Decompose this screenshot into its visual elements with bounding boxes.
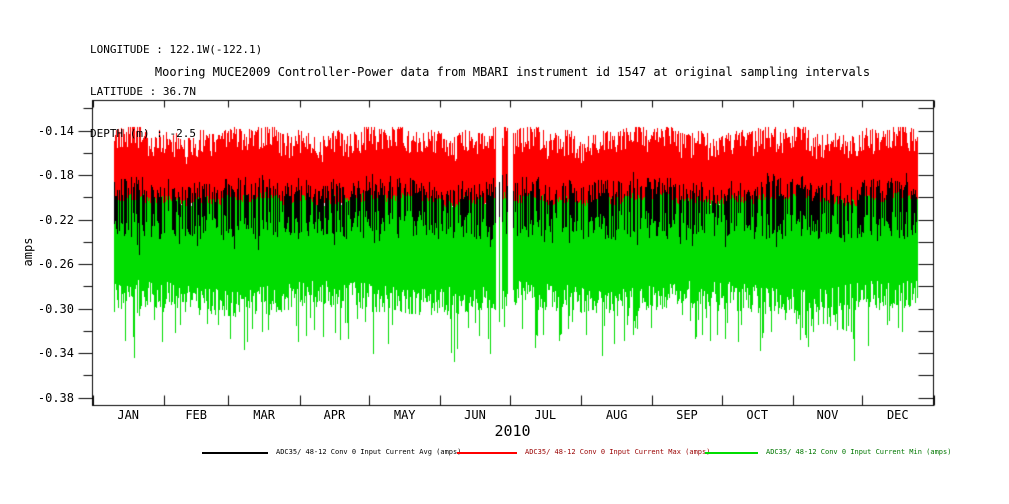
x-tick-label: APR bbox=[323, 408, 346, 422]
x-tick-label: AUG bbox=[605, 408, 628, 422]
x-tick-label: NOV bbox=[816, 408, 839, 422]
longitude-label: LONGITUDE : 122.1W(-122.1) bbox=[90, 43, 263, 56]
x-tick-label: JUL bbox=[534, 408, 557, 422]
x-tick-label: SEP bbox=[676, 408, 698, 422]
legend-label-min: ADC35/ 48-12 Conv 0 Input Current Min (a… bbox=[766, 448, 952, 456]
y-tick-label: -0.30 bbox=[37, 301, 74, 316]
y-tick-label: -0.22 bbox=[37, 212, 74, 227]
legend-line-min bbox=[705, 452, 758, 454]
y-tick-label: -0.26 bbox=[37, 257, 74, 272]
latitude-label: LATITUDE : 36.7N bbox=[90, 85, 196, 98]
metadata-block: LONGITUDE : 122.1W(-122.1) LATITUDE : 36… bbox=[90, 15, 262, 169]
legend-label-max: ADC35/ 48-12 Conv 0 Input Current Max (a… bbox=[525, 448, 711, 456]
chart-title: Mooring MUCE2009 Controller-Power data f… bbox=[154, 65, 871, 79]
x-tick-label: JUN bbox=[464, 408, 486, 422]
depth-label: DEPTH (m) : -2.5 bbox=[90, 127, 196, 140]
legend-label-avg: ADC35/ 48-12 Conv 0 Input Current Avg (a… bbox=[276, 448, 462, 456]
x-axis-year-label: 2010 bbox=[494, 422, 531, 440]
x-tick-label: MAR bbox=[253, 408, 275, 422]
legend-line-avg bbox=[202, 452, 268, 454]
y-tick-label: -0.34 bbox=[37, 346, 74, 361]
y-tick-label: -0.14 bbox=[37, 123, 74, 138]
y-tick-label: -0.38 bbox=[37, 390, 74, 405]
x-tick-label: FEB bbox=[185, 408, 208, 422]
x-tick-label: OCT bbox=[746, 408, 769, 422]
x-tick-label: DEC bbox=[886, 408, 909, 422]
legend-line-max bbox=[457, 452, 517, 454]
y-tick-label: -0.18 bbox=[37, 168, 74, 183]
x-tick-label: MAY bbox=[393, 408, 416, 422]
x-tick-label: JAN bbox=[117, 408, 140, 422]
